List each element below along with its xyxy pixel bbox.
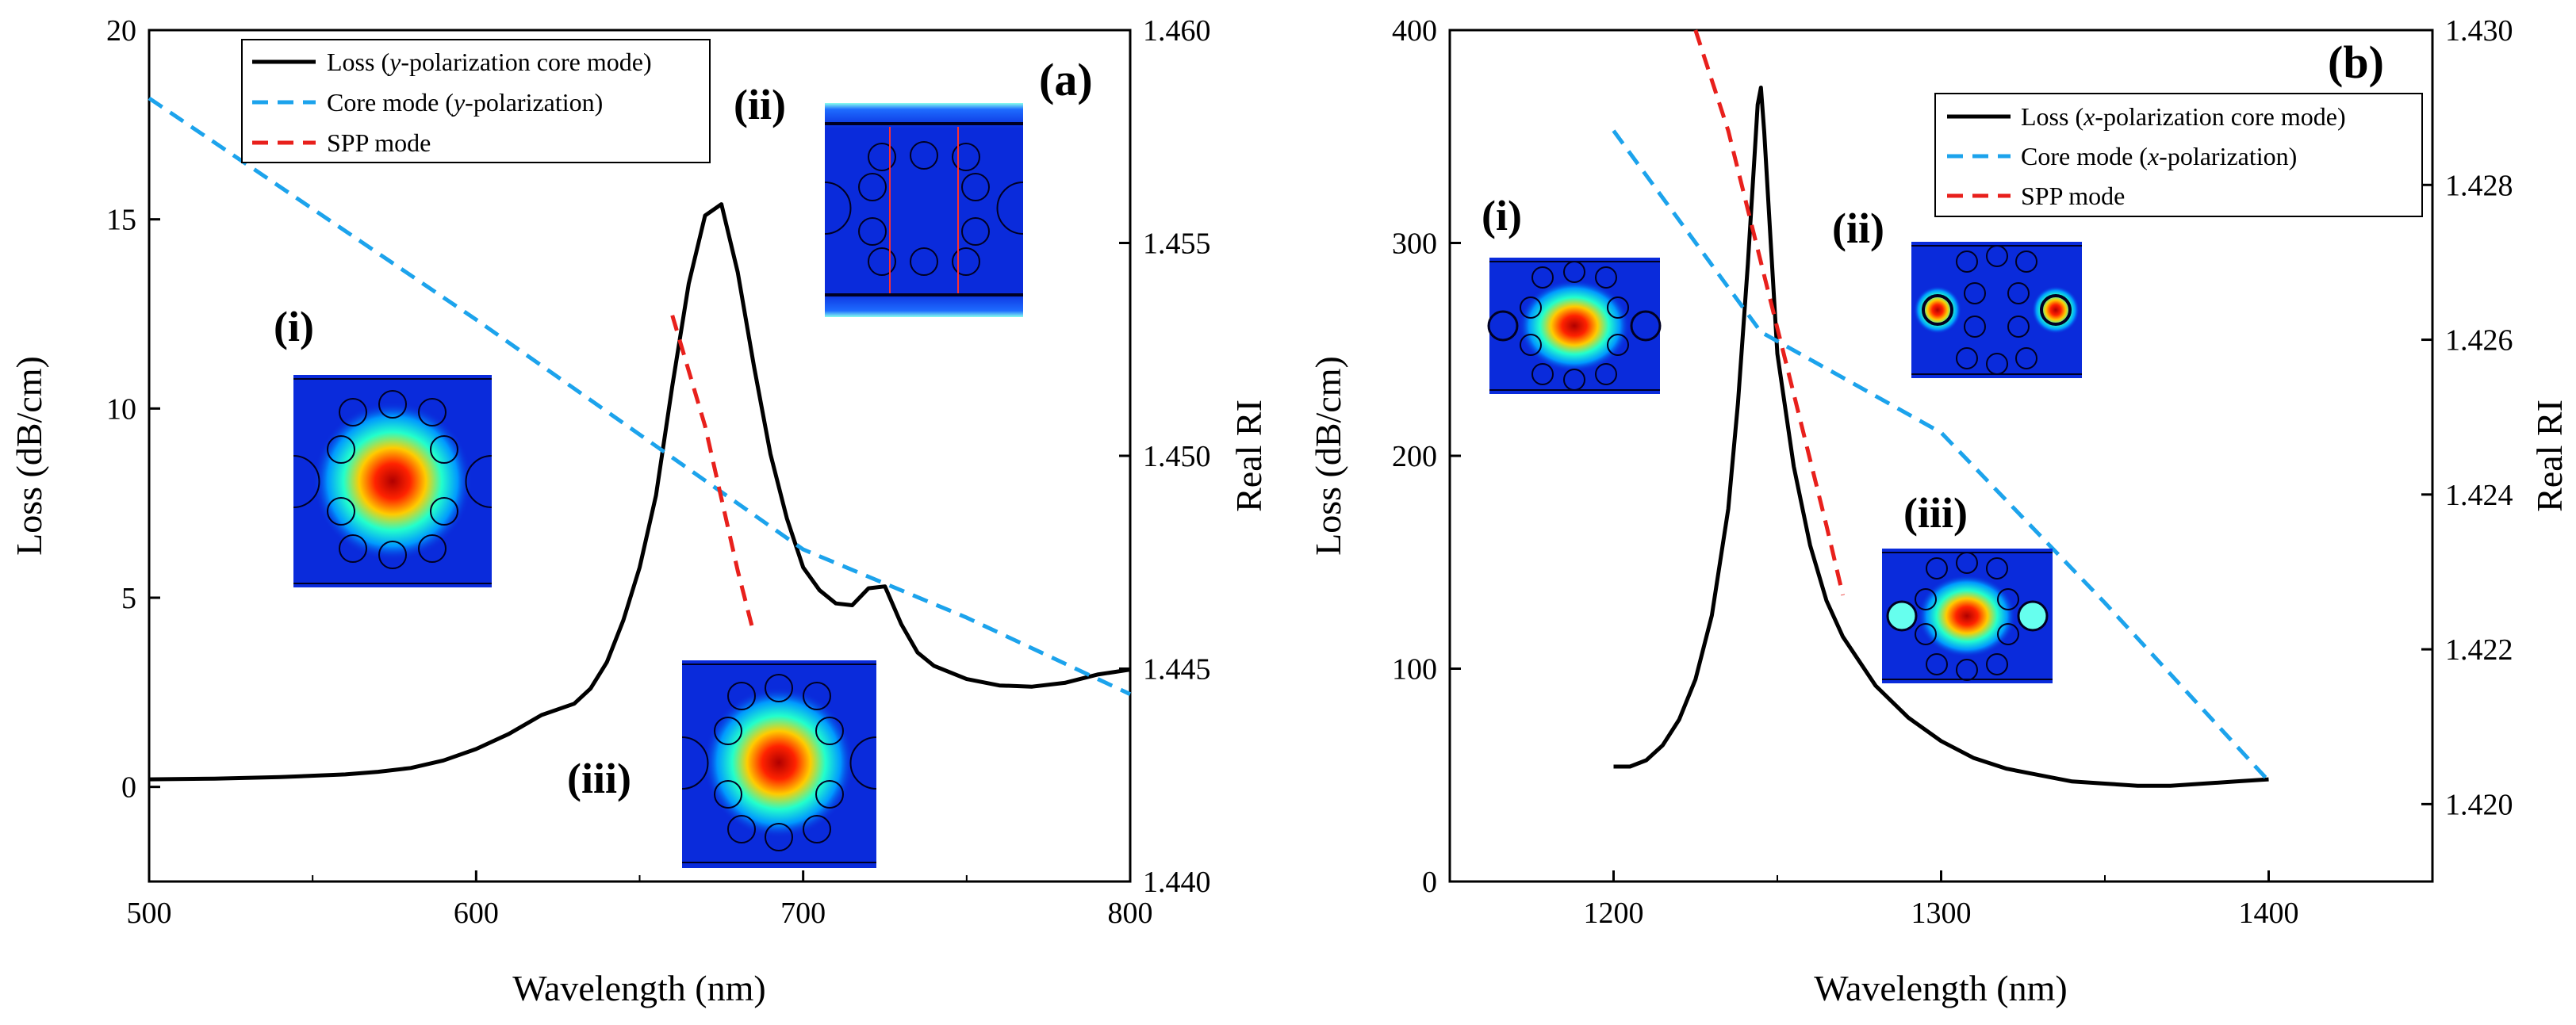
legend-label-core: Core mode (y-polarization) — [327, 88, 603, 117]
y-tick-label: 400 — [1392, 14, 1437, 48]
y2-tick-label: 1.420 — [2445, 788, 2513, 821]
x-axis-label: Wavelength (nm) — [512, 968, 765, 1008]
y-tick-label: 0 — [1422, 866, 1437, 899]
series-line-spp-mode — [1693, 29, 1846, 596]
y-axis-label: Loss (dB/cm) — [9, 356, 49, 556]
x-axis-ticks: 1200 1300 1400 — [1584, 870, 2299, 930]
x-axis-ticks: 500 600 700 800 — [127, 870, 1153, 930]
y2-tick-label: 1.428 — [2445, 169, 2513, 202]
series-line-core-mode — [1612, 129, 2271, 782]
series-line-core-mode — [148, 96, 1132, 696]
inset-label-i: (i) — [1482, 192, 1522, 239]
panel-label: (b) — [2328, 36, 2384, 88]
series-layer — [1612, 29, 2271, 788]
inset-field-ii — [824, 103, 1024, 317]
y-axis-ticks: 0 5 10 15 20 — [106, 14, 160, 805]
inset-field-i — [293, 375, 493, 587]
y2-axis-label: Real RI — [2529, 400, 2570, 512]
x-tick-label: 500 — [127, 897, 172, 930]
x-tick-label: 800 — [1108, 897, 1153, 930]
y-axis-label: Loss (dB/cm) — [1308, 356, 1348, 556]
y2-tick-label: 1.450 — [1143, 440, 1211, 473]
series-line-loss — [1613, 86, 2269, 788]
inset-label-ii: (ii) — [1832, 205, 1884, 252]
x-axis-label: Wavelength (nm) — [1814, 968, 2067, 1008]
y2-tick-label: 1.426 — [2445, 324, 2513, 358]
y2-tick-label: 1.440 — [1143, 866, 1211, 899]
y2-tick-label: 1.445 — [1143, 653, 1211, 687]
y-tick-label: 5 — [121, 582, 136, 615]
y2-axis-ticks: 1.420 1.422 1.424 1.426 1.428 1.430 — [2421, 14, 2513, 821]
y-tick-label: 200 — [1392, 440, 1437, 473]
y2-tick-label: 1.430 — [2445, 14, 2513, 48]
inset-field-iii — [1882, 549, 2053, 683]
legend-label-spp: SPP mode — [2021, 182, 2125, 210]
x-tick-label: 600 — [454, 897, 499, 930]
y2-tick-label: 1.424 — [2445, 479, 2513, 512]
x-tick-label: 700 — [780, 897, 826, 930]
legend-label-loss: Loss (x-polarization core mode) — [2021, 102, 2346, 131]
legend: Loss (y-polarization core mode) Core mod… — [241, 39, 711, 163]
y2-tick-label: 1.455 — [1143, 228, 1211, 261]
x-tick-label: 1400 — [2239, 897, 2299, 930]
y-tick-label: 300 — [1392, 228, 1437, 261]
y2-axis-ticks: 1.440 1.445 1.450 1.455 1.460 — [1119, 14, 1211, 899]
y-axis-ticks: 0 100 200 300 400 — [1392, 14, 1461, 899]
x-tick-label: 1200 — [1584, 897, 1644, 930]
legend: Loss (x-polarization core mode) Core mod… — [1934, 93, 2423, 217]
y2-tick-label: 1.422 — [2445, 633, 2513, 667]
series-line-loss — [148, 202, 1131, 782]
inset-label-iii: (iii) — [567, 755, 631, 802]
y2-axis-label: Real RI — [1229, 400, 1269, 512]
panel-label: (a) — [1039, 54, 1093, 105]
inset-field-i — [1487, 258, 1662, 394]
legend-label-spp: SPP mode — [327, 128, 431, 157]
inset-label-iii: (iii) — [1903, 489, 1968, 537]
y-tick-label: 15 — [106, 204, 136, 237]
inset-label-i: (i) — [274, 303, 314, 350]
legend-label-core: Core mode (x-polarization) — [2021, 142, 2297, 170]
x-tick-label: 1300 — [1911, 897, 1972, 930]
inset-label-ii: (ii) — [734, 81, 786, 128]
y-tick-label: 0 — [121, 771, 136, 805]
y-tick-label: 20 — [106, 14, 136, 48]
legend-label-loss: Loss (y-polarization core mode) — [327, 48, 652, 76]
inset-field-ii — [1911, 242, 2082, 378]
inset-field-iii — [681, 660, 877, 868]
series-layer — [148, 96, 1132, 782]
series-line-spp-mode — [670, 315, 757, 636]
y-tick-label: 10 — [106, 392, 136, 426]
y2-tick-label: 1.460 — [1143, 14, 1211, 48]
y-tick-label: 100 — [1392, 653, 1437, 687]
